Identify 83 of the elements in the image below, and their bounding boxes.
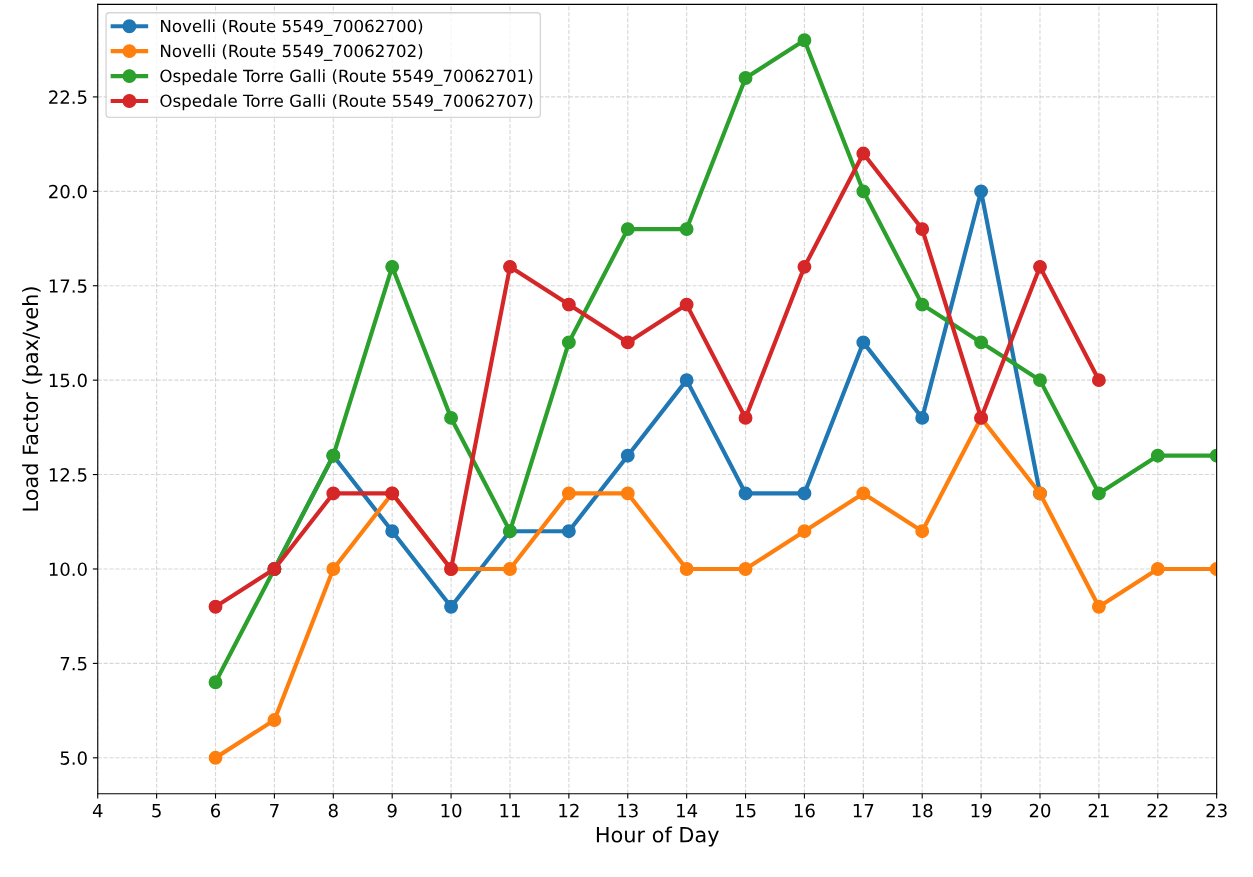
x-tick-label: 22	[1147, 803, 1168, 818]
y-tick-label: 5.0	[60, 751, 87, 765]
point	[738, 486, 753, 501]
point	[738, 71, 753, 85]
x-tick-label: 17	[853, 803, 874, 818]
x-tick-label: 15	[736, 803, 756, 818]
point	[444, 410, 459, 425]
x-tick-label: 8	[328, 803, 338, 818]
point	[561, 335, 576, 350]
legend-label: Ospedale Torre Galli (Route 5549_70062707)	[160, 94, 533, 111]
point	[1091, 599, 1106, 614]
point	[1033, 373, 1047, 388]
x-tick-label: 20	[1029, 803, 1051, 818]
y-tick-label: 22.5	[49, 90, 87, 105]
point	[679, 222, 694, 237]
point	[1091, 486, 1106, 501]
x-tick-label: 13	[618, 803, 638, 818]
point	[326, 562, 341, 576]
y-tick-label: 12.5	[49, 468, 87, 482]
x-tick-label: 12	[559, 803, 579, 818]
x-tick-label: 18	[912, 803, 933, 818]
point	[385, 259, 400, 274]
point	[1150, 448, 1165, 463]
y-axis-title: Load Factor (pax/veh)	[22, 287, 43, 511]
point	[797, 524, 812, 539]
point	[856, 335, 871, 350]
point	[1091, 373, 1106, 388]
point	[620, 222, 635, 237]
x-tick-label: 11	[500, 803, 520, 818]
point	[1033, 259, 1047, 274]
x-tick-label: 16	[794, 803, 815, 818]
point	[620, 335, 635, 350]
point	[1150, 562, 1165, 576]
point	[267, 713, 282, 727]
x-tick-label: 7	[270, 803, 279, 818]
x-tick-label: 23	[1206, 803, 1227, 818]
point	[620, 486, 635, 501]
x-tick-label: 14	[677, 803, 698, 818]
point	[503, 259, 517, 274]
point	[679, 373, 694, 388]
legend-label: Novelli (Route 5549_70062702)	[161, 44, 423, 61]
point	[503, 562, 517, 576]
y-tick-label: 17.5	[49, 279, 87, 293]
y-tick-label: 20.0	[49, 184, 87, 199]
legend-label: Ospedale Torre Galli (Route 5549_70062701)	[160, 69, 533, 86]
point	[679, 562, 694, 576]
point	[797, 486, 812, 501]
x-tick-label: 19	[971, 803, 992, 818]
point	[561, 297, 576, 312]
point	[738, 410, 753, 425]
point	[679, 297, 694, 312]
point	[561, 524, 576, 539]
x-tick-label: 6	[211, 803, 221, 818]
point	[620, 448, 635, 463]
point	[561, 486, 576, 501]
point	[856, 486, 871, 501]
x-tick-label: 5	[152, 803, 161, 818]
point	[797, 33, 812, 48]
y-tick-label: 10.0	[49, 562, 87, 577]
x-tick-label: 4	[92, 803, 103, 818]
point	[208, 750, 223, 765]
point	[915, 222, 930, 237]
point	[738, 562, 753, 576]
point	[915, 410, 930, 425]
point	[326, 486, 341, 501]
legend-label: Novelli (Route 5549_70062700)	[161, 19, 423, 36]
point	[385, 524, 400, 539]
point	[208, 675, 223, 690]
point	[974, 335, 989, 350]
y-tick-label: 15.0	[49, 373, 87, 388]
x-tick-label: 21	[1088, 803, 1109, 818]
point	[915, 524, 930, 539]
point	[974, 184, 989, 199]
point	[856, 146, 871, 161]
y-tick-label: 7.5	[60, 657, 87, 671]
point	[797, 259, 812, 274]
point	[208, 599, 223, 614]
point	[856, 184, 871, 199]
point	[915, 297, 930, 312]
x-axis-title: Hour of Day	[596, 826, 719, 847]
point	[444, 599, 459, 614]
x-tick-label: 9	[387, 803, 397, 818]
x-tick-label: 10	[441, 803, 462, 818]
